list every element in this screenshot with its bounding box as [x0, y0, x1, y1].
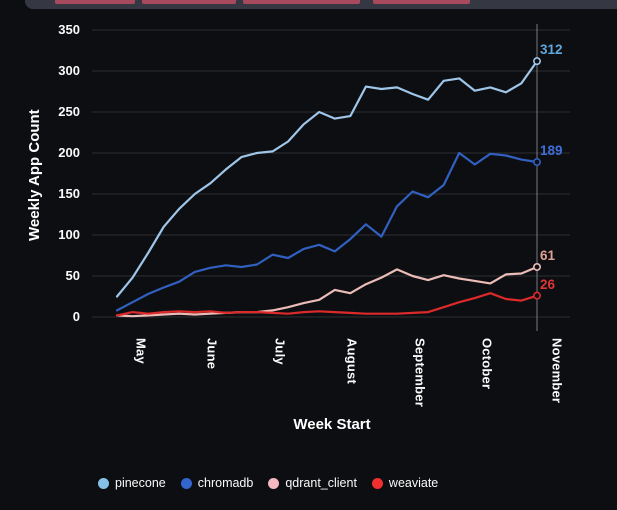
end-value-label-chromadb: 189 — [540, 143, 563, 159]
legend-swatch-icon — [98, 477, 109, 489]
legend-label: weaviate — [388, 476, 439, 490]
x-tick-label: September — [412, 338, 428, 407]
x-tick-label: November — [549, 338, 565, 404]
legend-swatch-icon — [180, 477, 192, 489]
legend-item-qdrant_client[interactable]: qdrant_client — [268, 476, 357, 490]
y-tick-label: 250 — [58, 104, 80, 119]
legend-label: pinecone — [115, 476, 166, 490]
y-tick-label: 350 — [58, 22, 80, 37]
button-fragment[interactable] — [243, 0, 360, 4]
legend-label: chromadb — [197, 476, 254, 490]
button-fragment[interactable] — [55, 0, 135, 4]
legend-swatch-icon — [268, 477, 280, 489]
end-value-label-qdrant_client: 61 — [540, 247, 556, 263]
series-line-chromadb[interactable] — [115, 151, 539, 312]
end-value-label-pinecone: 312 — [540, 42, 563, 58]
series-line-pinecone[interactable] — [115, 60, 539, 298]
legend-item-weaviate[interactable]: weaviate — [371, 476, 439, 490]
y-tick-label: 300 — [58, 63, 80, 78]
x-axis-title: Week Start — [293, 416, 371, 433]
legend: pinecone chromadb qdrant_client weaviate — [98, 476, 438, 490]
legend-item-chromadb[interactable]: chromadb — [180, 476, 254, 490]
button-fragment[interactable] — [373, 0, 470, 4]
x-tick-label: October — [479, 338, 495, 390]
legend-swatch-icon — [371, 477, 383, 489]
end-value-label-weaviate: 26 — [540, 276, 556, 292]
y-axis-title: Weekly App Count — [26, 109, 43, 241]
y-tick-label: 0 — [72, 309, 80, 324]
x-tick-label: July — [272, 338, 288, 365]
y-tick-label: 100 — [58, 227, 80, 242]
legend-label: qdrant_client — [285, 476, 357, 490]
series-line-qdrant_client[interactable] — [115, 265, 539, 318]
header-bar — [25, 0, 617, 9]
y-tick-label: 50 — [65, 268, 80, 283]
legend-item-pinecone[interactable]: pinecone — [98, 476, 166, 490]
button-fragment[interactable] — [142, 0, 236, 4]
y-tick-label: 150 — [58, 186, 80, 201]
series-endpoint-marker-qdrant_client[interactable] — [532, 262, 541, 271]
series-endpoint-marker-pinecone[interactable] — [532, 57, 541, 66]
x-tick-label: May — [133, 338, 149, 364]
series-endpoint-marker-weaviate[interactable] — [532, 291, 541, 300]
series-endpoint-marker-chromadb[interactable] — [532, 158, 541, 167]
chart-canvas[interactable] — [0, 0, 617, 465]
x-tick-label: June — [204, 338, 220, 370]
x-tick-label: August — [344, 338, 360, 384]
series-line-weaviate[interactable] — [115, 292, 539, 317]
y-tick-label: 200 — [58, 145, 80, 160]
